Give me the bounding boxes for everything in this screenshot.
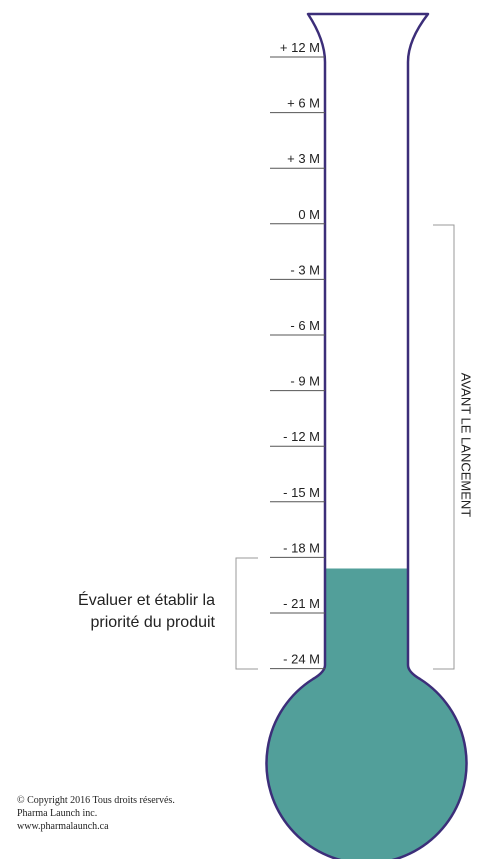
scale-tick-label: - 6 M bbox=[290, 318, 320, 333]
phase-note-line-2: priorité du produit bbox=[90, 614, 215, 631]
scale-tick-label: - 3 M bbox=[290, 262, 320, 277]
company-name: Pharma Launch inc. bbox=[17, 808, 98, 819]
phase-note-line-1: Évaluer et établir la bbox=[78, 592, 215, 609]
copyright-line: © Copyright 2016 Tous droits réservés. bbox=[17, 795, 175, 806]
scale-tick-label: + 6 M bbox=[287, 96, 320, 111]
phase-note: Évaluer et établir la priorité du produi… bbox=[30, 590, 215, 634]
phase-bracket bbox=[235, 557, 258, 670]
scale-ticks: + 12 M + 6 M + 3 M 0 M - 3 M - 6 M - 9 M - 12 M… bbox=[270, 40, 325, 670]
thermometer-outline bbox=[265, 12, 468, 859]
scale-tick-label: - 12 M bbox=[283, 429, 320, 444]
scale-tick-label: + 12 M bbox=[280, 40, 320, 55]
scale-tick-label: - 15 M bbox=[283, 485, 320, 500]
scale-tick-label: - 21 M bbox=[283, 596, 320, 611]
avant-lancement-bracket bbox=[433, 224, 455, 670]
company-website: www.pharmalaunch.ca bbox=[17, 821, 109, 832]
copyright-footer: © Copyright 2016 Tous droits réservés. P… bbox=[17, 794, 175, 833]
thermometer-liquid bbox=[266, 568, 467, 859]
scale-tick-label: 0 M bbox=[298, 207, 320, 222]
scale-tick-label: + 3 M bbox=[287, 151, 320, 166]
avant-lancement-label: AVANT LE LANCEMENT bbox=[458, 372, 474, 518]
scale-tick-label: - 24 M bbox=[283, 652, 320, 667]
scale-tick-label: - 18 M bbox=[283, 540, 320, 555]
scale-tick-label: - 9 M bbox=[290, 374, 320, 389]
